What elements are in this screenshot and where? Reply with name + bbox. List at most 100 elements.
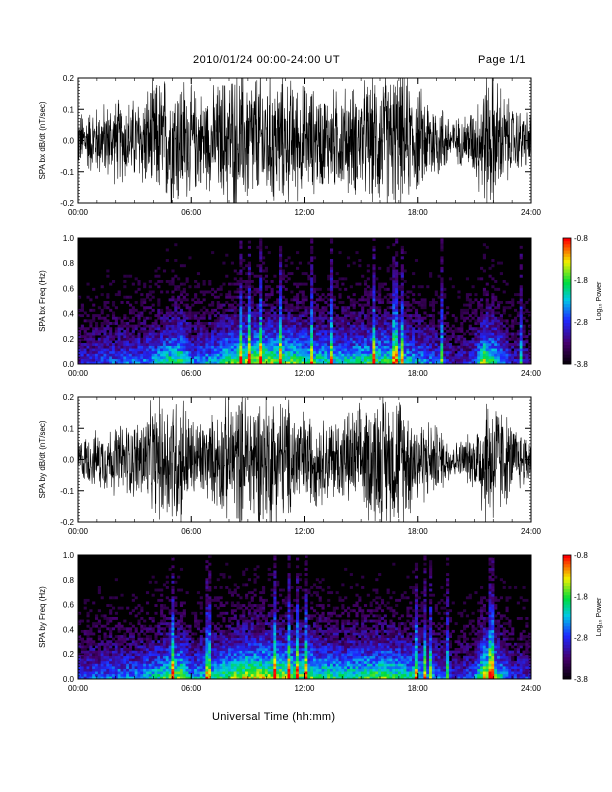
heatmap-cell [392, 314, 396, 318]
heatmap-cell [78, 619, 82, 623]
heatmap-cell [270, 327, 274, 331]
heatmap-cell [366, 314, 370, 318]
heatmap-cell [97, 591, 101, 595]
heatmap-cell [92, 653, 96, 657]
heatmap-cell [126, 301, 130, 304]
heatmap-cell [460, 324, 464, 328]
heatmap-cell [233, 340, 237, 344]
heatmap-cell [205, 353, 209, 357]
heatmap-cell [417, 322, 421, 325]
heatmap-cell [179, 343, 184, 346]
heatmap-cell [491, 314, 495, 318]
heatmap-cell [270, 358, 274, 362]
heatmap-cell [128, 645, 133, 649]
heatmap-cell [160, 622, 164, 626]
heatmap-cell [145, 648, 150, 651]
heatmap-cell [324, 329, 328, 333]
heatmap-cell [276, 345, 280, 349]
heatmap-cell [213, 337, 218, 341]
heatmap-cell [378, 348, 382, 352]
heatmap-cell [114, 611, 118, 615]
heatmap-cell [400, 298, 404, 302]
heatmap-cell [321, 306, 325, 310]
heatmap-cell [247, 301, 252, 304]
heatmap-cell [202, 332, 206, 336]
series-trace [78, 78, 531, 203]
heatmap-cell [174, 335, 178, 339]
heatmap-cell [250, 298, 254, 302]
heatmap-cell [494, 306, 498, 310]
heatmap-cell [290, 327, 294, 331]
heatmap-cell [463, 348, 467, 352]
heatmap-cell [406, 306, 410, 310]
heatmap-cell [474, 340, 478, 344]
heatmap-cell [400, 285, 404, 289]
heatmap-cell [83, 660, 87, 664]
heatmap-cell [123, 676, 127, 680]
heatmap-cell [154, 635, 158, 638]
heatmap-cell [358, 314, 362, 318]
heatmap-cell [355, 301, 359, 304]
heatmap-cell [307, 345, 311, 349]
heatmap-cell [148, 648, 152, 651]
heatmap-cell [460, 356, 464, 360]
heatmap-cell [94, 332, 99, 336]
heatmap-cell [499, 340, 503, 344]
heatmap-cell [324, 332, 328, 336]
heatmap-cell [480, 337, 484, 341]
heatmap-cell [361, 306, 365, 310]
heatmap-cell [264, 308, 268, 312]
heatmap-cell [123, 648, 127, 651]
heatmap-cell [403, 358, 407, 362]
heatmap-cell [162, 353, 167, 357]
heatmap-cell [145, 316, 150, 320]
heatmap-cell [92, 660, 96, 664]
heatmap-cell [344, 345, 348, 349]
heatmap-cell [143, 668, 147, 672]
heatmap-cell [414, 356, 419, 360]
heatmap-cell [151, 303, 155, 307]
heatmap-cell [332, 298, 336, 302]
heatmap-cell [423, 348, 427, 352]
heatmap-cell [290, 329, 294, 333]
heatmap-cell [137, 637, 141, 641]
heatmap-cell [372, 343, 376, 346]
heatmap-cell [239, 269, 243, 273]
heatmap-cell [270, 319, 274, 323]
heatmap-cell [352, 340, 356, 344]
heatmap-cell [392, 350, 396, 354]
heatmap-cell [281, 269, 285, 273]
heatmap-cell [97, 345, 101, 349]
heatmap-cell [236, 287, 240, 291]
heatmap-cell [86, 358, 90, 362]
heatmap-cell [372, 264, 376, 268]
heatmap-cell [145, 611, 150, 615]
heatmap-cell [259, 308, 263, 312]
heatmap-cell [414, 348, 419, 352]
heatmap-cell [293, 332, 297, 336]
heatmap-cell [137, 604, 141, 607]
heatmap-cell [440, 306, 444, 310]
heatmap-cell [145, 635, 150, 638]
heatmap-cell [378, 311, 382, 315]
heatmap-cell [406, 356, 410, 360]
heatmap-cell [86, 642, 90, 646]
heatmap-cell [363, 280, 368, 283]
heatmap-cell [508, 332, 512, 336]
heatmap-cell [174, 259, 178, 262]
heatmap-cell [480, 303, 484, 307]
heatmap-cell [148, 676, 152, 680]
heatmap-cell [233, 290, 237, 294]
heatmap-cell [324, 327, 328, 331]
heatmap-cell [262, 329, 266, 333]
heatmap-cell [488, 327, 492, 331]
heatmap-cell [216, 327, 220, 331]
heatmap-cell [120, 650, 124, 654]
heatmap-cell [94, 314, 99, 318]
heatmap-cell [369, 287, 373, 291]
heatmap-cell [389, 358, 393, 362]
heatmap-cell [279, 287, 283, 291]
heatmap-cell [395, 238, 399, 241]
heatmap-cell [230, 335, 235, 339]
heatmap-cell [185, 356, 189, 360]
